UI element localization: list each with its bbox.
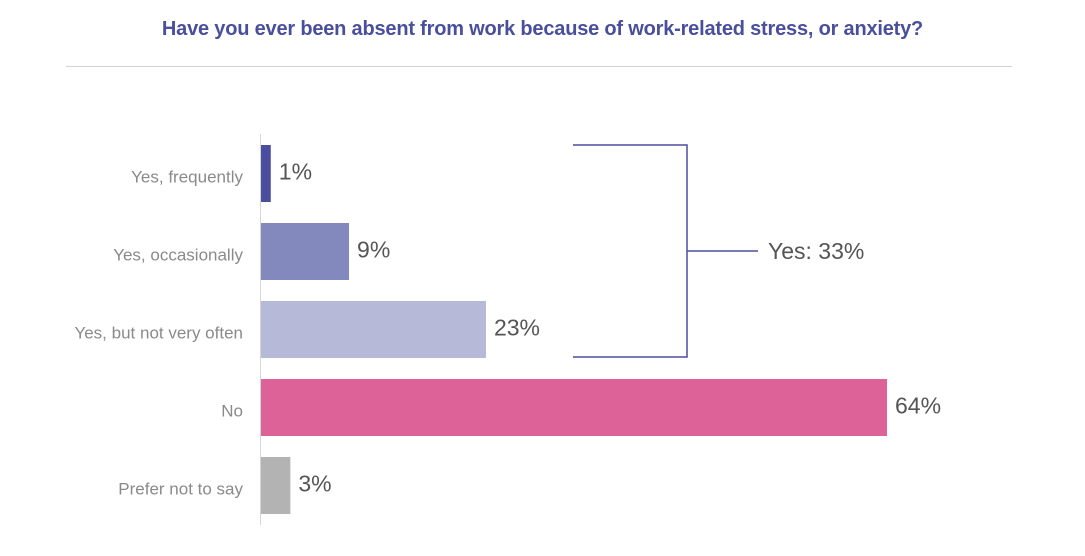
bar-yes-but-not-very-often [261, 301, 486, 358]
category-labels-group: Yes, frequently Yes, occasionally Yes, but… [74, 168, 243, 499]
title-divider [66, 66, 1012, 67]
category-label-yes-occasionally: Yes, occasionally [113, 246, 243, 265]
category-label-no: No [221, 402, 243, 421]
bar-prefer-not-to-say [261, 457, 291, 514]
value-label-yes-occasionally: 9% [357, 237, 390, 263]
value-label-yes-but-not-very-often: 23% [494, 315, 540, 341]
value-label-prefer-not-to-say: 3% [298, 471, 331, 497]
bar-yes-occasionally [261, 223, 350, 280]
value-label-no: 64% [895, 393, 941, 419]
category-label-prefer-not-to-say: Prefer not to say [118, 480, 243, 499]
bars-group [261, 145, 887, 514]
yes-brace [573, 144, 758, 358]
value-label-yes-frequently: 1% [279, 159, 312, 185]
yes-total-label: Yes: 33% [768, 238, 864, 264]
chart-title: Have you ever been absent from work beca… [161, 18, 924, 40]
yes-brace-group: Yes: 33% [573, 144, 864, 358]
category-label-yes-frequently: Yes, frequently [131, 168, 243, 187]
bar-no [261, 379, 887, 436]
bar-yes-frequently [261, 145, 271, 202]
category-label-yes-but-not-very-often: Yes, but not very often [74, 324, 243, 343]
value-labels-group: 1% 9% 23% 64% 3% [279, 159, 941, 497]
